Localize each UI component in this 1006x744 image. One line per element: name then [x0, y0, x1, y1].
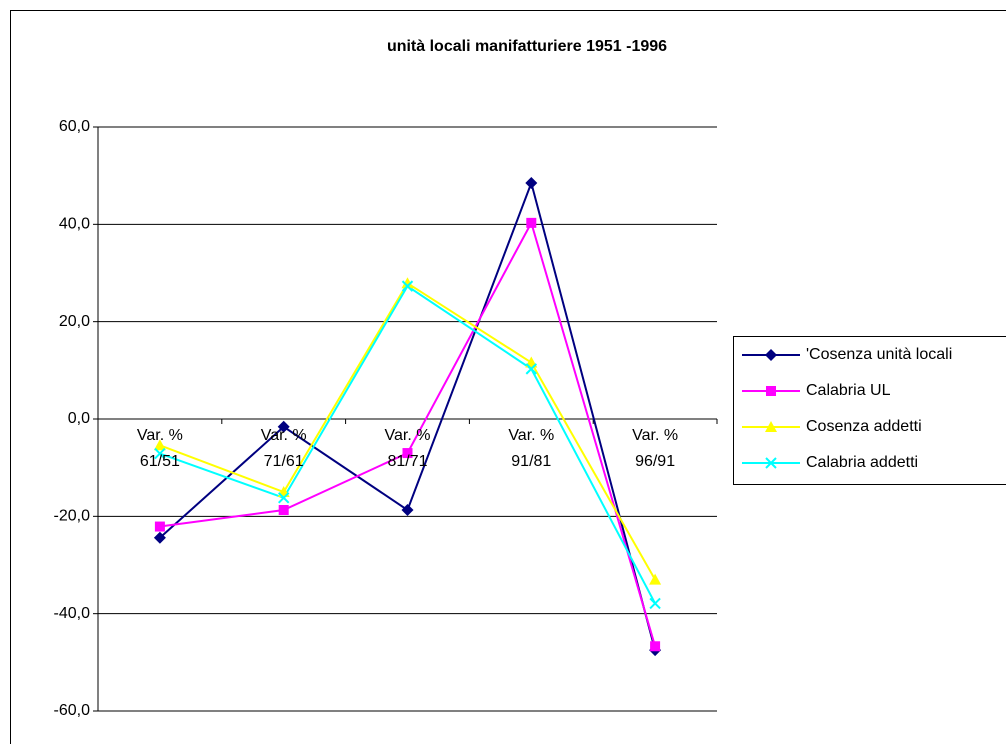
legend-label: 'Cosenza unità locali: [806, 346, 952, 363]
y-tick-label: 40,0: [59, 216, 90, 233]
y-tick-label: 60,0: [59, 118, 90, 135]
data-point: [401, 280, 414, 292]
data-point: [401, 277, 414, 289]
legend-marker: [765, 421, 777, 432]
data-point: [153, 531, 166, 544]
data-point: [153, 439, 166, 451]
y-tick-label: -40,0: [54, 605, 91, 622]
data-point: [526, 217, 537, 228]
chart-title: unità locali manifatturiere 1951 -1996: [387, 38, 667, 55]
data-point: [650, 641, 661, 652]
data-point: [525, 176, 538, 189]
data-point: [402, 448, 413, 459]
legend-label: Calabria addetti: [806, 454, 918, 471]
data-point: [154, 521, 165, 532]
x-tick-label: Var. % 61/51: [136, 427, 183, 470]
x-tick-label: Var. % 81/71: [384, 427, 431, 470]
y-tick-label: -60,0: [54, 702, 91, 719]
legend-label: Calabria UL: [806, 382, 891, 399]
x-tick-label: Var. % 96/91: [632, 427, 679, 470]
legend-marker: [765, 457, 777, 469]
data-point: [277, 420, 290, 433]
legend-box: [733, 336, 1006, 485]
data-point: [649, 597, 661, 610]
y-tick-label: -20,0: [54, 508, 91, 525]
data-point: [278, 505, 289, 516]
y-tick-label: 0,0: [68, 410, 90, 427]
y-tick-label: 20,0: [59, 313, 90, 330]
data-point: [649, 573, 662, 585]
legend-marker: [766, 386, 776, 396]
x-tick-label: Var. % 91/81: [508, 427, 555, 470]
data-point: [277, 492, 290, 504]
data-point: [525, 363, 538, 375]
legend-marker: [765, 349, 777, 361]
x-tick-label: Var. % 71/61: [260, 427, 307, 470]
data-point: [401, 504, 414, 517]
data-point: [154, 447, 166, 460]
legend-label: Cosenza addetti: [806, 418, 922, 435]
